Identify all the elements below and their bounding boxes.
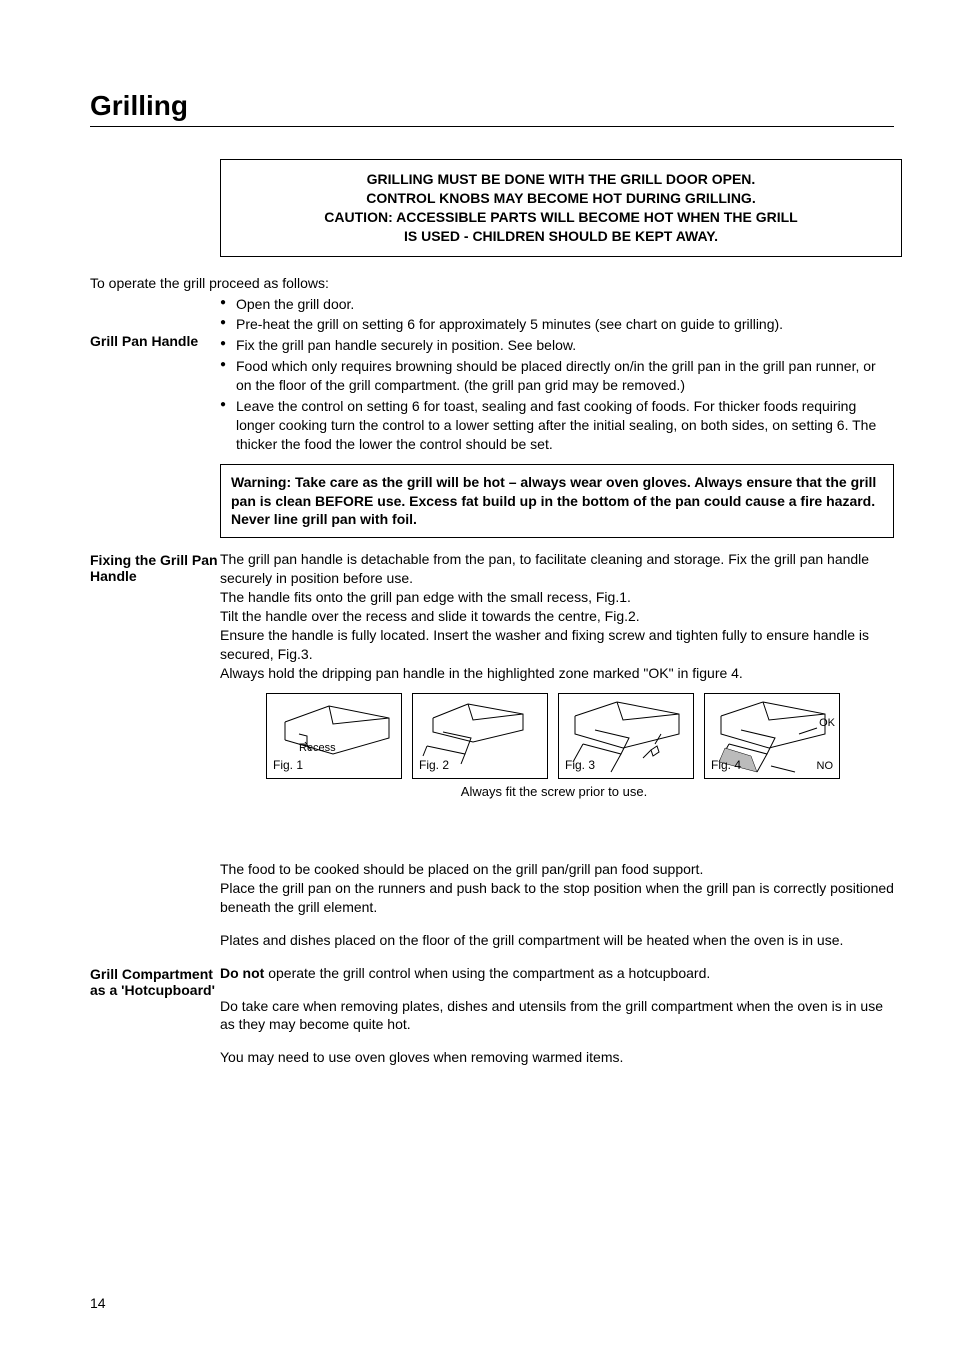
figure-caption: Fig. 3 xyxy=(565,757,595,773)
paragraph: Do take care when removing plates, dishe… xyxy=(220,997,894,1035)
bullet-list: Open the grill door. Pre-heat the grill … xyxy=(220,295,894,454)
side-label: Fixing the Grill Pan Handle xyxy=(90,550,220,584)
paragraph: The food to be cooked should be placed o… xyxy=(220,860,894,879)
page: Grilling GRILLING MUST BE DONE WITH THE … xyxy=(0,0,954,1351)
figure-1: Recess Fig. 1 xyxy=(266,693,402,779)
warning-line: CONTROL KNOBS MAY BECOME HOT DURING GRIL… xyxy=(241,189,881,208)
paragraph: Tilt the handle over the recess and slid… xyxy=(220,607,894,626)
paragraph: Always hold the dripping pan handle in t… xyxy=(220,664,894,683)
top-warning-box: GRILLING MUST BE DONE WITH THE GRILL DOO… xyxy=(220,159,902,257)
inner-warning-box: Warning: Take care as the grill will be … xyxy=(220,464,894,539)
paragraph: Plates and dishes placed on the floor of… xyxy=(220,931,894,950)
section-content: Open the grill door. Pre-heat the grill … xyxy=(220,295,894,539)
section-content: The food to be cooked should be placed o… xyxy=(220,860,894,964)
figure-4: OK NO Fig. 4 xyxy=(704,693,840,779)
recess-label: Recess xyxy=(299,741,336,756)
section-fixing-handle: Fixing the Grill Pan Handle The grill pa… xyxy=(90,550,894,800)
section-content: The grill pan handle is detachable from … xyxy=(220,550,894,800)
paragraph: The handle fits onto the grill pan edge … xyxy=(220,588,894,607)
paragraph: Do not operate the grill control when us… xyxy=(220,964,894,983)
figures-note: Always fit the screw prior to use. xyxy=(266,783,842,801)
paragraph: You may need to use oven gloves when rem… xyxy=(220,1048,894,1067)
figures-row: Recess Fig. 1 Fig. 2 xyxy=(266,693,894,779)
list-item: Pre-heat the grill on setting 6 for appr… xyxy=(220,315,894,334)
page-number: 14 xyxy=(90,1295,106,1311)
title-rule xyxy=(90,126,894,127)
list-item: Open the grill door. xyxy=(220,295,894,314)
paragraph: Place the grill pan on the runners and p… xyxy=(220,879,894,917)
figure-caption: Fig. 4 xyxy=(711,757,741,773)
side-label-empty xyxy=(90,860,220,862)
side-label: Grill Pan Handle xyxy=(90,295,220,349)
warning-line: CAUTION: ACCESSIBLE PARTS WILL BECOME HO… xyxy=(241,208,881,227)
figure-2: Fig. 2 xyxy=(412,693,548,779)
figure-caption: Fig. 1 xyxy=(273,757,303,773)
no-label: NO xyxy=(817,759,834,774)
intro-text: To operate the grill proceed as follows: xyxy=(90,275,894,291)
list-item: Fix the grill pan handle securely in pos… xyxy=(220,336,894,355)
warning-line: GRILLING MUST BE DONE WITH THE GRILL DOO… xyxy=(241,170,881,189)
do-not-bold: Do not xyxy=(220,965,264,981)
list-item: Food which only requires browning should… xyxy=(220,357,894,395)
ok-label: OK xyxy=(819,716,835,731)
paragraph: The grill pan handle is detachable from … xyxy=(220,550,894,588)
list-item: Leave the control on setting 6 for toast… xyxy=(220,397,894,454)
section-food-placement: The food to be cooked should be placed o… xyxy=(90,860,894,964)
page-title: Grilling xyxy=(90,90,894,122)
section-content: Do not operate the grill control when us… xyxy=(220,964,894,1082)
do-not-rest: operate the grill control when using the… xyxy=(264,965,710,981)
section-grill-pan-handle: Grill Pan Handle Open the grill door. Pr… xyxy=(90,295,894,539)
warning-line: IS USED - CHILDREN SHOULD BE KEPT AWAY. xyxy=(241,227,881,246)
paragraph: Ensure the handle is fully located. Inse… xyxy=(220,626,894,664)
figure-3: Fig. 3 xyxy=(558,693,694,779)
section-hotcupboard: Grill Compartment as a 'Hotcupboard' Do … xyxy=(90,964,894,1082)
side-label: Grill Compartment as a 'Hotcupboard' xyxy=(90,964,220,998)
figure-caption: Fig. 2 xyxy=(419,757,449,773)
